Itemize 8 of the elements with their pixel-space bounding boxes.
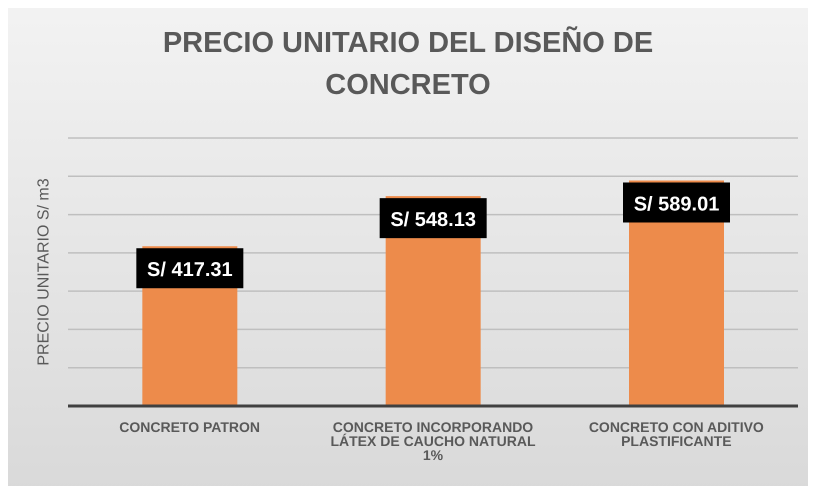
- chart-title: PRECIO UNITARIO DEL DISEÑO DE CONCRETO: [162, 25, 654, 103]
- x-tick-label: CONCRETO CON ADITIVO PLASTIFICANTE: [588, 418, 764, 449]
- y-axis-title: PRECIO UNITARIO S/ m3: [36, 178, 53, 366]
- x-tick-label: CONCRETO PATRON: [119, 418, 260, 435]
- data-label: S/ 548.13: [390, 209, 476, 232]
- x-tick-label: CONCRETO INCORPORANDO LÁTEX DE CAUCHO NATURAL 1%: [330, 418, 536, 463]
- data-label: S/ 417.31: [147, 259, 233, 282]
- data-label: S/ 589.01: [634, 193, 720, 216]
